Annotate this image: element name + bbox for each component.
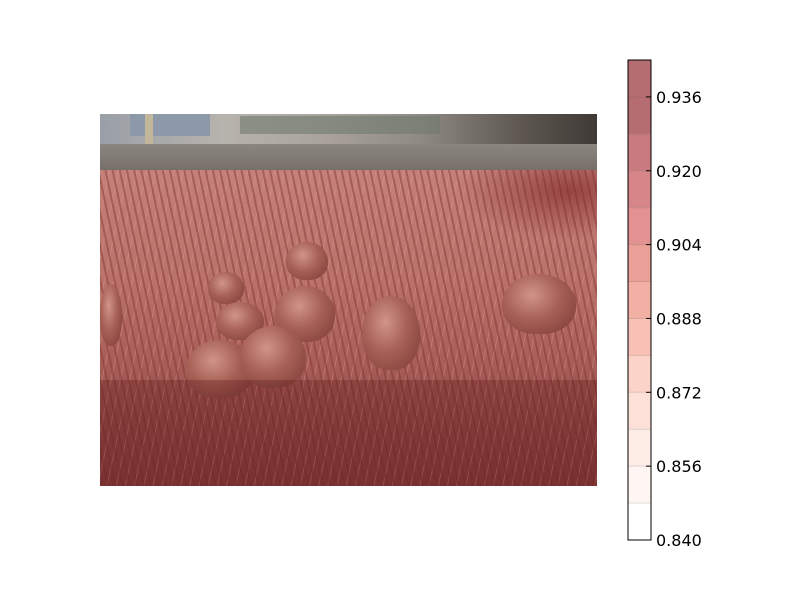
photo-far-field [100, 144, 597, 170]
colorbar-tick-label: 0.856 [656, 457, 702, 476]
colorbar-tick-label: 0.936 [656, 88, 702, 107]
colorbar-swatch [628, 503, 651, 540]
sparrow [100, 284, 122, 346]
photo-pole [145, 114, 153, 144]
photo-heatmap-panel [100, 114, 597, 486]
colorbar-swatch [628, 318, 651, 356]
colorbar-tick-label: 0.840 [656, 531, 702, 550]
colorbar-swatch [628, 133, 651, 171]
colorbar-tick-label: 0.872 [656, 383, 702, 402]
sparrow [208, 272, 244, 304]
photo-trees [240, 116, 440, 134]
colorbar-swatch [628, 60, 651, 97]
heatmap-band-middle [100, 170, 597, 380]
colorbar-ticks: 0.840 0.856 0.872 0.888 0.904 0.920 0.936 [646, 88, 702, 550]
colorbar-tick-label: 0.904 [656, 236, 702, 255]
colorbar-swatch [628, 96, 651, 134]
sparrow [362, 296, 420, 370]
heatmap-band-bottom [100, 380, 597, 486]
sparrow [286, 242, 328, 280]
colorbar-tick-label: 0.920 [656, 162, 702, 181]
colorbar-swatch [628, 207, 651, 245]
colorbar-swatch [628, 355, 651, 393]
colorbar-swatches [628, 60, 651, 540]
sparrow [502, 274, 576, 334]
colorbar-swatch [628, 429, 651, 467]
colorbar-swatch [628, 170, 651, 208]
colorbar-tick-label: 0.888 [656, 309, 702, 328]
colorbar-swatch [628, 244, 651, 282]
colorbar-swatch [628, 466, 651, 504]
colorbar-frame [627, 59, 652, 541]
colorbar-swatch [628, 392, 651, 430]
sparrow [240, 326, 306, 388]
photo-shadow [457, 170, 597, 240]
colorbar-swatch [628, 281, 651, 319]
